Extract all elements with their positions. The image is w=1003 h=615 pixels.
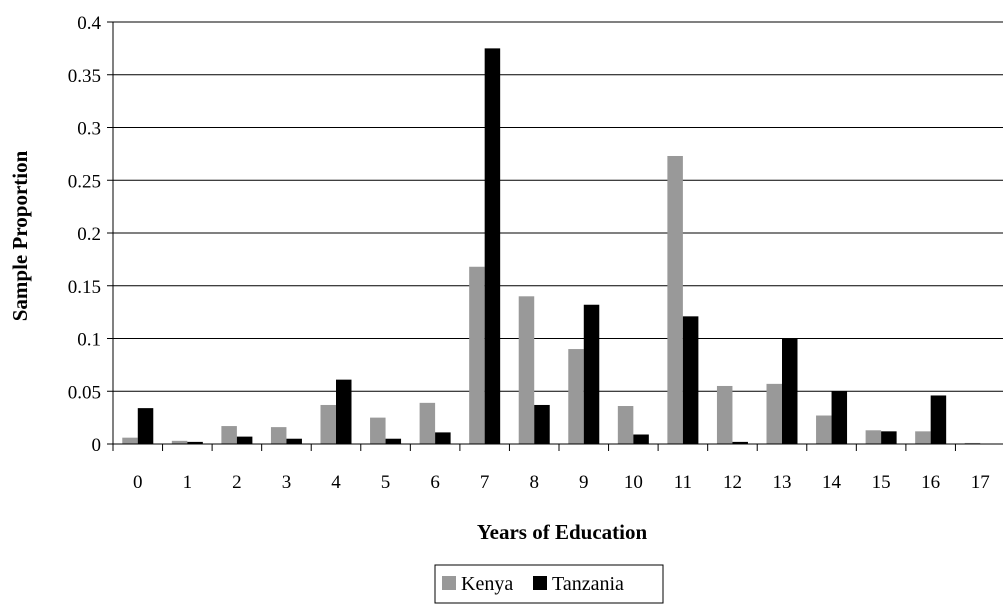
bar-kenya-2 — [221, 426, 237, 444]
x-tick-label: 15 — [872, 472, 891, 493]
bar-tanzania-6 — [435, 432, 451, 444]
bar-tanzania-11 — [682, 316, 699, 444]
x-tick-label: 17 — [971, 472, 990, 493]
x-tick-label: 7 — [480, 472, 490, 493]
y-tick-label: 0.05 — [68, 382, 101, 403]
legend-label-kenya: Kenya — [461, 573, 513, 595]
x-tick-label: 13 — [773, 472, 792, 493]
bar-kenya-3 — [270, 427, 287, 444]
bar-kenya-8 — [518, 296, 535, 444]
bar-tanzania-8 — [534, 404, 550, 444]
x-ticks: 0 1 2 3 4 5 6 7 8 9 10 11 12 13 14 15 16 17 — [112, 444, 990, 493]
bar-tanzania-15 — [881, 431, 897, 444]
x-tick-label: 2 — [232, 472, 242, 493]
bar-tanzania-12 — [732, 441, 748, 444]
x-tick-label: 9 — [579, 472, 589, 493]
bar-tanzania-9 — [583, 304, 600, 444]
x-tick-label: 12 — [723, 472, 742, 493]
y-ticks: 0 0.05 0.1 0.15 0.2 0.25 0.3 0.35 0.4 — [68, 13, 113, 456]
x-tick-label: 10 — [624, 472, 643, 493]
bar-tanzania-3 — [286, 438, 302, 444]
x-tick-label: 3 — [282, 472, 292, 493]
y-tick-label: 0.3 — [77, 119, 101, 140]
legend-swatch-tanzania — [533, 576, 547, 590]
bar-kenya-6 — [419, 402, 436, 444]
bar-tanzania-2 — [236, 436, 253, 444]
x-tick-label: 16 — [921, 472, 940, 493]
bar-kenya-7 — [469, 266, 485, 444]
bar-tanzania-1 — [187, 441, 203, 444]
legend-box — [434, 564, 664, 604]
bar-tanzania-14 — [831, 391, 848, 444]
y-tick-label: 0.35 — [68, 66, 101, 87]
bar-kenya-14 — [816, 415, 832, 444]
bar-tanzania-5 — [385, 438, 402, 444]
bar-tanzania-10 — [633, 434, 649, 444]
bar-kenya-16 — [915, 431, 931, 444]
x-tick-label: 5 — [381, 472, 391, 493]
bar-kenya-1 — [171, 440, 188, 444]
bar-kenya-15 — [865, 430, 882, 444]
y-tick-label: 0 — [92, 435, 102, 456]
x-tick-label: 11 — [674, 472, 692, 493]
bar-kenya-4 — [320, 404, 336, 444]
gridlines — [113, 21, 1003, 392]
bar-kenya-13 — [766, 383, 782, 444]
bar-tanzania-0 — [137, 408, 154, 444]
bar-kenya-10 — [617, 406, 634, 444]
bar-kenya-5 — [370, 417, 386, 444]
y-tick-label: 0.25 — [68, 171, 101, 192]
y-axis-title: Sample Proportion — [8, 150, 32, 321]
x-tick-label: 6 — [430, 472, 440, 493]
bars — [122, 48, 981, 445]
bar-kenya-9 — [568, 349, 584, 444]
y-tick-label: 0.1 — [77, 330, 101, 351]
y-tick-label: 0.15 — [68, 277, 101, 298]
bar-kenya-0 — [122, 437, 138, 444]
bar-tanzania-4 — [336, 379, 352, 444]
bar-kenya-11 — [667, 155, 683, 445]
x-tick-label: 14 — [822, 472, 842, 493]
y-tick-label: 0.2 — [77, 224, 101, 245]
bar-kenya-17 — [964, 442, 981, 444]
legend: Kenya Tanzania — [434, 564, 664, 604]
bar-tanzania-16 — [930, 395, 947, 444]
x-tick-label: 8 — [529, 472, 539, 493]
bar-tanzania-13 — [782, 338, 798, 444]
x-tick-label: 0 — [133, 472, 143, 493]
y-tick-label: 0.4 — [77, 13, 101, 34]
x-axis-title: Years of Education — [477, 520, 648, 544]
legend-swatch-kenya — [442, 576, 456, 590]
bar-kenya-12 — [716, 385, 733, 444]
legend-label-tanzania: Tanzania — [552, 573, 624, 595]
x-tick-label: 1 — [183, 472, 193, 493]
x-tick-label: 4 — [331, 472, 341, 493]
bar-tanzania-7 — [484, 48, 501, 444]
